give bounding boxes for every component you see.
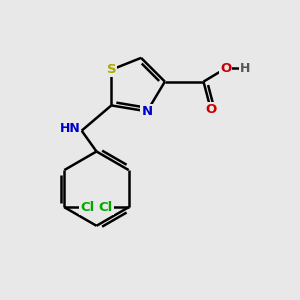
Text: O: O	[205, 103, 217, 116]
Text: H: H	[240, 62, 250, 75]
Text: Cl: Cl	[80, 201, 94, 214]
Text: O: O	[220, 62, 231, 75]
Text: N: N	[142, 105, 153, 118]
Text: S: S	[106, 63, 116, 76]
Text: HN: HN	[59, 122, 80, 135]
Text: Cl: Cl	[98, 201, 113, 214]
